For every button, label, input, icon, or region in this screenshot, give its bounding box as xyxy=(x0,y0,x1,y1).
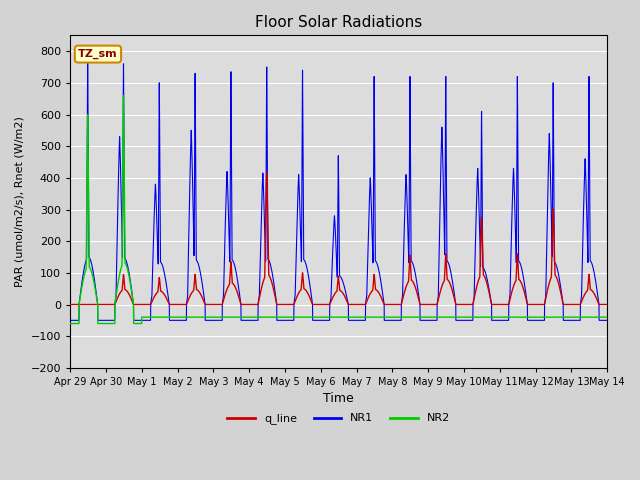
q_line xyxy=(321,301,328,307)
NR2 xyxy=(574,314,582,320)
NR1 xyxy=(249,317,257,323)
q_line xyxy=(459,301,467,307)
NR1 xyxy=(474,168,482,174)
Title: Floor Solar Radiations: Floor Solar Radiations xyxy=(255,15,422,30)
X-axis label: Time: Time xyxy=(323,393,354,406)
Line: NR2: NR2 xyxy=(70,96,607,324)
q_line xyxy=(474,279,482,285)
Line: NR1: NR1 xyxy=(70,58,607,320)
q_line xyxy=(249,301,257,307)
Y-axis label: PAR (umol/m2/s), Rnet (W/m2): PAR (umol/m2/s), Rnet (W/m2) xyxy=(15,116,25,287)
NR2 xyxy=(249,314,257,320)
Text: TZ_sm: TZ_sm xyxy=(78,49,118,59)
NR2 xyxy=(604,314,611,320)
q_line xyxy=(263,170,271,176)
q_line xyxy=(580,292,588,298)
NR1 xyxy=(580,170,588,176)
NR1 xyxy=(67,317,74,323)
NR2 xyxy=(120,93,127,98)
NR1 xyxy=(321,317,328,323)
q_line xyxy=(67,301,74,307)
NR1 xyxy=(604,317,611,323)
NR2 xyxy=(474,314,482,320)
NR1 xyxy=(574,317,582,323)
NR2 xyxy=(580,314,588,320)
NR2 xyxy=(459,314,467,320)
NR2 xyxy=(67,321,74,326)
q_line xyxy=(604,301,611,307)
NR1 xyxy=(459,317,467,323)
NR1 xyxy=(84,55,92,60)
Legend: q_line, NR1, NR2: q_line, NR1, NR2 xyxy=(223,409,454,429)
NR2 xyxy=(321,314,328,320)
Line: q_line: q_line xyxy=(70,173,607,304)
q_line xyxy=(574,301,582,307)
